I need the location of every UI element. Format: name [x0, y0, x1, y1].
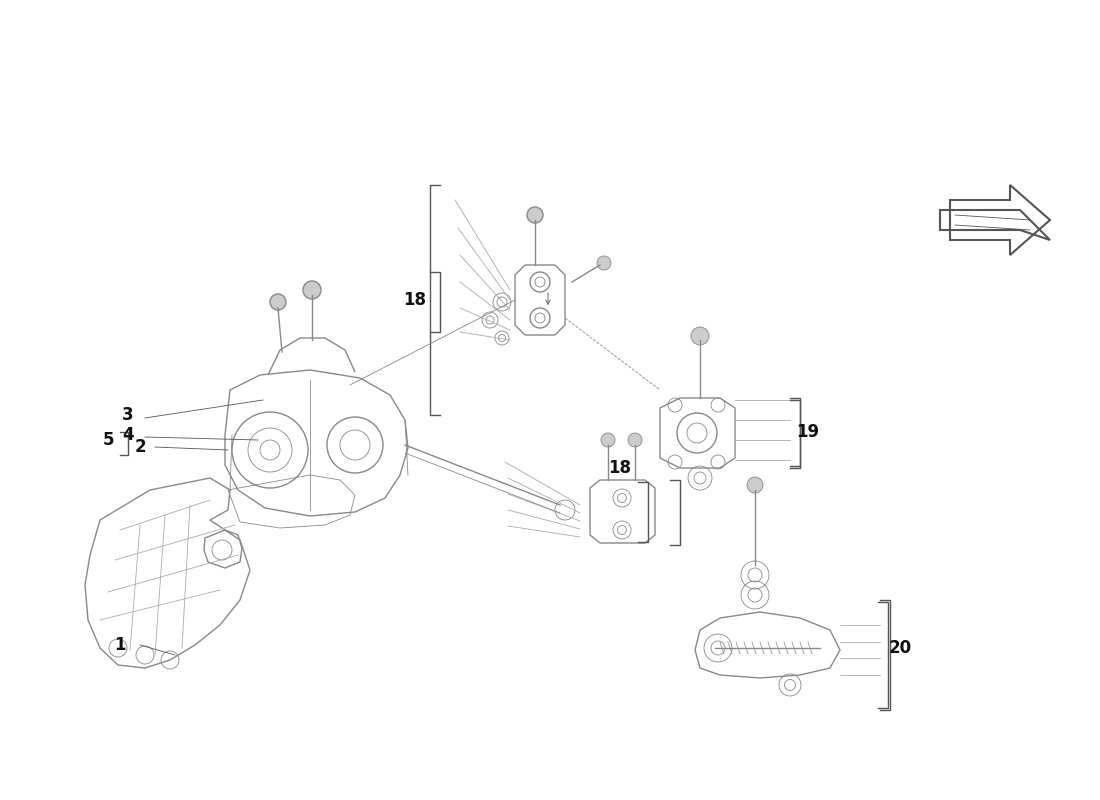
Circle shape [527, 207, 543, 223]
Text: 4: 4 [122, 426, 134, 444]
Circle shape [597, 256, 611, 270]
Text: 5: 5 [102, 431, 113, 449]
Circle shape [747, 477, 763, 493]
Circle shape [302, 281, 321, 299]
Circle shape [628, 433, 642, 447]
Text: 3: 3 [122, 406, 134, 424]
Text: 1: 1 [114, 636, 125, 654]
Text: 2: 2 [134, 438, 146, 456]
Circle shape [270, 294, 286, 310]
Circle shape [601, 433, 615, 447]
Text: 19: 19 [796, 423, 820, 441]
Text: 18: 18 [608, 459, 631, 477]
Circle shape [691, 327, 710, 345]
Text: 18: 18 [404, 291, 427, 309]
Text: 20: 20 [889, 639, 912, 657]
